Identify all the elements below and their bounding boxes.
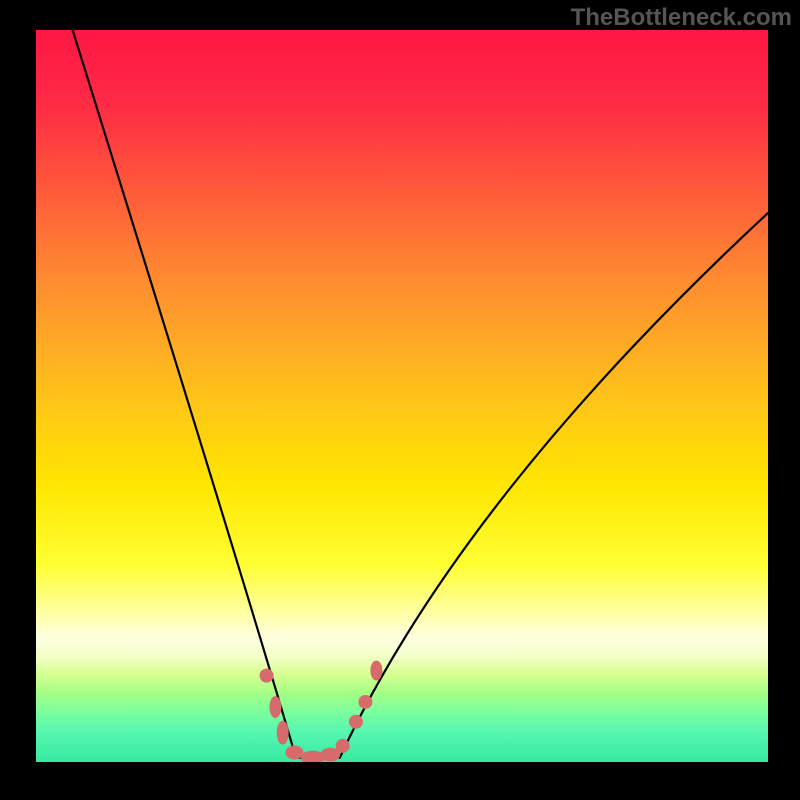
marker-point — [370, 661, 382, 681]
marker-point — [269, 696, 281, 718]
marker-point — [285, 745, 303, 759]
chart-svg — [36, 30, 768, 762]
plot-area — [36, 30, 768, 762]
marker-point — [358, 695, 372, 709]
gradient-background — [36, 30, 768, 762]
marker-point — [349, 715, 363, 729]
chart-frame: TheBottleneck.com — [0, 0, 800, 800]
marker-point — [260, 669, 274, 683]
marker-point — [336, 739, 350, 753]
watermark-text: TheBottleneck.com — [571, 4, 792, 32]
marker-point — [277, 721, 289, 745]
